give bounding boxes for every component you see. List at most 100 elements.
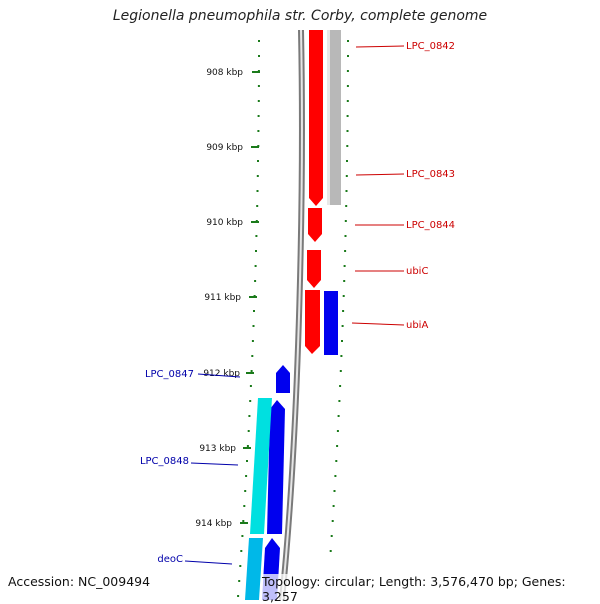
ruler-dot <box>248 415 251 417</box>
gene-label-lpc0848[interactable]: LPC_0848 <box>140 456 189 467</box>
gene-label-lpc0842[interactable]: LPC_0842 <box>406 41 455 52</box>
ruler-dot <box>346 115 349 117</box>
ruler-dot <box>336 445 339 447</box>
ruler-dot <box>339 385 342 387</box>
ruler-dot <box>257 130 260 132</box>
ruler-dot <box>338 400 341 402</box>
ruler-dot <box>256 205 259 207</box>
ruler-dot <box>246 445 249 447</box>
ruler-dot <box>257 85 260 87</box>
genome-info-label: Topology: circular; Length: 3,576,470 bp… <box>262 574 600 604</box>
ruler-dot <box>247 430 250 432</box>
ruler-dot <box>334 475 337 477</box>
ruler-dot <box>257 100 260 102</box>
tick-label: 914 kbp <box>195 519 232 529</box>
dotted-ruler <box>237 40 349 597</box>
ruler-dot <box>256 190 259 192</box>
gene-label-lpc0843[interactable]: LPC_0843 <box>406 169 455 180</box>
accession-label: Accession: NC_009494 <box>8 574 151 589</box>
ruler-dot <box>256 175 259 177</box>
forward-genes <box>305 30 323 354</box>
ruler-dot <box>244 490 247 492</box>
ruler-dot <box>255 250 257 252</box>
ruler-dot <box>341 325 344 327</box>
ruler-dot <box>346 70 349 72</box>
gene-label-ubic[interactable]: ubiC <box>406 266 428 277</box>
ruler-dot <box>246 460 248 462</box>
ruler-dot <box>254 265 257 267</box>
tick-marks <box>240 71 260 524</box>
gene-label-lpc0844[interactable]: LPC_0844 <box>406 220 455 231</box>
ruler-dot <box>330 535 333 537</box>
ruler-dot <box>253 310 255 312</box>
tick-labels: 908 kbp 909 kbp 910 kbp 911 kbp 912 kbp … <box>195 68 243 529</box>
ruler-dot <box>337 415 340 417</box>
ruler-dot <box>251 340 254 342</box>
ruler-dot <box>339 370 342 372</box>
ruler-dot <box>343 265 346 267</box>
ruler-dot <box>344 250 347 252</box>
ruler-dot <box>347 40 349 42</box>
ruler-dot <box>241 535 244 537</box>
ruler-dot <box>250 370 253 372</box>
ruler-dot <box>345 190 348 192</box>
ruler-dot <box>347 55 349 57</box>
ruler-dot <box>346 160 348 162</box>
ruler-dot <box>257 115 260 117</box>
ruler-dot <box>343 280 346 282</box>
genome-backbone-highlight <box>281 29 303 600</box>
ruler-dot <box>335 460 338 462</box>
ruler-dot <box>245 475 248 477</box>
reverse-gene-callouts <box>184 373 241 565</box>
gene-label-ubia[interactable]: ubiA <box>406 320 428 331</box>
ruler-dot <box>237 595 240 597</box>
ruler-dot <box>331 520 334 522</box>
tick-label: 910 kbp <box>206 218 243 228</box>
gene-ubia-bar <box>305 290 320 354</box>
ruler-dot <box>238 580 241 582</box>
ruler-dot <box>346 145 349 147</box>
ruler-dot <box>254 280 257 282</box>
gene-lpc0844-bar <box>308 208 322 242</box>
ruler-dot <box>346 100 349 102</box>
ruler-dot <box>242 520 245 522</box>
ruler-dot <box>342 310 345 312</box>
gene-cyan-bar <box>250 398 272 534</box>
ruler-dot <box>251 355 254 357</box>
gene-label-deoc[interactable]: deoC <box>157 554 183 565</box>
ruler-dot <box>340 355 343 357</box>
ruler-dot <box>240 550 243 552</box>
gene-blue-right-bar <box>324 291 338 355</box>
ruler-dot <box>344 235 347 237</box>
ruler-dot <box>342 295 345 297</box>
ruler-dot <box>243 505 246 507</box>
tick-label: 908 kbp <box>206 68 243 78</box>
ruler-dot <box>249 400 252 402</box>
gene-cyan-lower-bar <box>245 538 263 600</box>
ruler-dot <box>336 430 339 432</box>
ruler-dot <box>249 385 252 387</box>
tick-label: 913 kbp <box>199 444 236 454</box>
ruler-dot <box>329 550 332 552</box>
ruler-dot <box>258 55 260 57</box>
ruler-dot <box>252 325 255 327</box>
gene-label-lpc0847[interactable]: LPC_0847 <box>145 369 194 380</box>
ruler-dot <box>344 220 347 222</box>
forward-gene-callouts <box>351 45 405 326</box>
ruler-dot <box>333 490 336 492</box>
reverse-genes <box>245 291 338 600</box>
grey-feature-bar <box>327 30 341 205</box>
ruler-dot <box>258 40 260 42</box>
map-title: Legionella pneumophila str. Corby, compl… <box>112 8 488 24</box>
ruler-dot <box>332 505 335 507</box>
forward-gene-labels: LPC_0842 LPC_0843 LPC_0844 ubiC ubiA <box>406 41 455 331</box>
gene-ubic-bar <box>307 250 321 288</box>
gene-lpc0842-bar <box>309 30 323 206</box>
gene-lpc0847-bar <box>276 365 290 393</box>
ruler-dot <box>346 85 349 87</box>
tick-label: 911 kbp <box>204 293 241 303</box>
ruler-dot <box>345 175 348 177</box>
grey-feature-highlight <box>327 30 330 205</box>
ruler-dot <box>257 160 259 162</box>
